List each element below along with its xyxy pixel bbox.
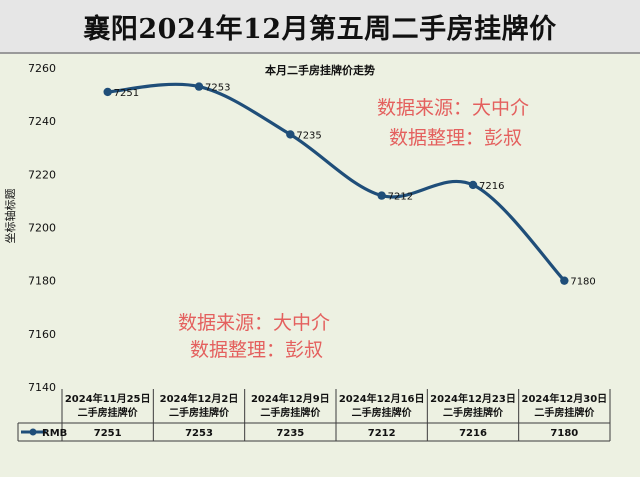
x-tick-label: 二手房挂牌价 [260,406,321,419]
y-tick-label: 7240 [28,115,56,128]
data-point [103,87,112,97]
table-value: 7253 [185,428,213,439]
watermark-top-line1: 数据来源：大中介 [377,97,529,119]
data-point [194,82,204,91]
data-table: 2024年11月25日二手房挂牌价2024年12月2日二手房挂牌价2024年12… [17,389,611,442]
data-label: 7212 [388,192,413,203]
legend-marker [29,428,37,436]
x-tick-label: 2024年12月30日 [521,392,607,405]
legend-label: RMB [42,428,67,439]
y-tick-label: 7180 [28,275,56,288]
data-label: 7235 [296,130,321,141]
table-value: 7251 [94,428,122,439]
x-tick-label: 二手房挂牌价 [534,406,595,419]
line-chart: 本月二手房挂牌价走势 坐标轴标题 7140 7160 7180 7200 7220 724… [3,62,611,442]
watermark-top-line2: 数据整理：彭叔 [389,127,522,149]
watermark-bottom-line1: 数据来源：大中介 [178,312,330,334]
data-point [286,130,295,139]
watermark-top: 数据来源：大中介 数据整理：彭叔 [377,97,529,149]
chart-title: 本月二手房挂牌价走势 [265,63,375,77]
table-value: 7180 [550,428,578,439]
x-tick-label: 2024年12月16日 [339,392,425,405]
x-tick-label: 2024年12月2日 [160,392,239,405]
y-tick-label: 7200 [28,222,56,235]
x-tick-label: 二手房挂牌价 [352,406,413,419]
y-tick-label: 7160 [28,328,56,341]
table-value: 7235 [276,428,304,439]
data-label: 7253 [205,83,230,94]
x-tick-label: 2024年11月25日 [65,392,151,405]
data-label: 7180 [570,277,595,288]
y-tick-label: 7220 [28,168,56,181]
y-tick-label: 7140 [28,381,56,394]
y-axis-label: 坐标轴标题 [3,189,17,244]
data-point [468,180,478,190]
x-tick-label: 二手房挂牌价 [169,406,230,419]
data-point [377,191,386,200]
watermark-bottom-line2: 数据整理：彭叔 [190,339,323,361]
table-value: 7216 [459,428,487,439]
x-tick-label: 二手房挂牌价 [443,406,504,419]
data-label: 7216 [479,181,504,192]
x-tick-label: 二手房挂牌价 [78,406,139,419]
x-tick-label: 2024年12月23日 [430,392,516,405]
chart-area: 本月二手房挂牌价走势 坐标轴标题 7140 7160 7180 7200 7220 724… [0,54,640,477]
y-tick-label: 7260 [28,62,56,75]
table-value: 7212 [368,428,396,439]
data-label: 7251 [114,88,139,99]
data-point [560,276,569,285]
banner-title: 襄阳2024年12月第五周二手房挂牌价 [0,0,640,54]
watermark-bottom: 数据来源：大中介 数据整理：彭叔 [178,312,330,361]
x-tick-label: 2024年12月9日 [251,392,330,405]
